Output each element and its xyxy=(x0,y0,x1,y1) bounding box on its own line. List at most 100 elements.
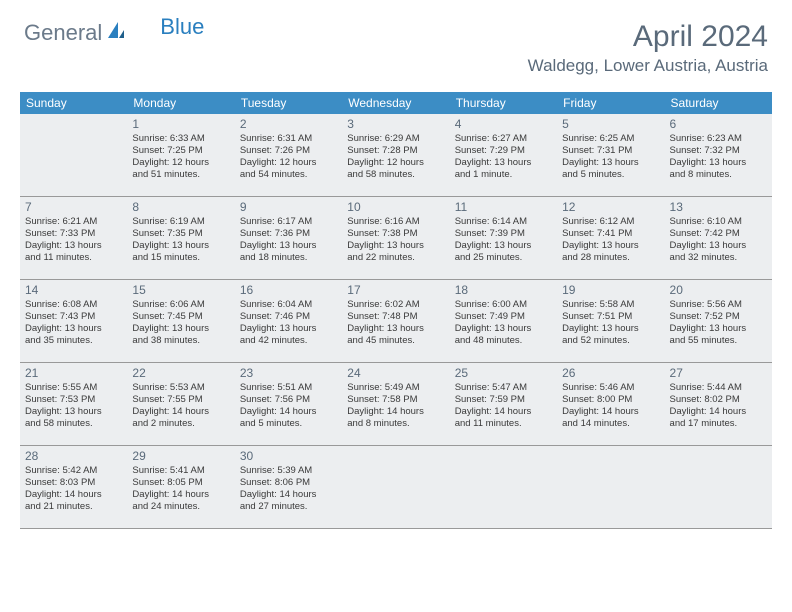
day-cell: 29Sunrise: 5:41 AMSunset: 8:05 PMDayligh… xyxy=(127,446,234,528)
sunrise-text: Sunrise: 5:56 AM xyxy=(670,299,767,311)
sunset-text: Sunset: 8:06 PM xyxy=(240,477,337,489)
dow-cell: Saturday xyxy=(665,92,772,114)
day-number: 16 xyxy=(240,283,337,298)
daylight-text: and 38 minutes. xyxy=(132,335,229,347)
day-number: 23 xyxy=(240,366,337,381)
day-number: 11 xyxy=(455,200,552,215)
day-cell: 26Sunrise: 5:46 AMSunset: 8:00 PMDayligh… xyxy=(557,363,664,445)
day-number: 18 xyxy=(455,283,552,298)
daylight-text: and 8 minutes. xyxy=(347,418,444,430)
daylight-text: and 11 minutes. xyxy=(455,418,552,430)
sunrise-text: Sunrise: 6:31 AM xyxy=(240,133,337,145)
sunset-text: Sunset: 7:59 PM xyxy=(455,394,552,406)
day-cell: 28Sunrise: 5:42 AMSunset: 8:03 PMDayligh… xyxy=(20,446,127,528)
sunrise-text: Sunrise: 6:06 AM xyxy=(132,299,229,311)
sunrise-text: Sunrise: 5:39 AM xyxy=(240,465,337,477)
sunset-text: Sunset: 8:05 PM xyxy=(132,477,229,489)
daylight-text: Daylight: 13 hours xyxy=(670,240,767,252)
sunrise-text: Sunrise: 6:17 AM xyxy=(240,216,337,228)
sunset-text: Sunset: 7:29 PM xyxy=(455,145,552,157)
day-number: 12 xyxy=(562,200,659,215)
day-cell xyxy=(20,114,127,196)
daylight-text: Daylight: 13 hours xyxy=(670,157,767,169)
daylight-text: Daylight: 12 hours xyxy=(240,157,337,169)
day-number: 14 xyxy=(25,283,122,298)
day-cell: 13Sunrise: 6:10 AMSunset: 7:42 PMDayligh… xyxy=(665,197,772,279)
daylight-text: Daylight: 13 hours xyxy=(455,323,552,335)
daylight-text: Daylight: 13 hours xyxy=(562,240,659,252)
sunrise-text: Sunrise: 5:58 AM xyxy=(562,299,659,311)
sunrise-text: Sunrise: 6:27 AM xyxy=(455,133,552,145)
day-number: 4 xyxy=(455,117,552,132)
sunset-text: Sunset: 7:48 PM xyxy=(347,311,444,323)
daylight-text: Daylight: 14 hours xyxy=(240,489,337,501)
day-number: 1 xyxy=(132,117,229,132)
dow-cell: Wednesday xyxy=(342,92,449,114)
sunset-text: Sunset: 7:46 PM xyxy=(240,311,337,323)
sunrise-text: Sunrise: 6:19 AM xyxy=(132,216,229,228)
title-block: April 2024 Waldegg, Lower Austria, Austr… xyxy=(528,20,768,76)
day-number: 30 xyxy=(240,449,337,464)
sunset-text: Sunset: 7:43 PM xyxy=(25,311,122,323)
daylight-text: Daylight: 13 hours xyxy=(347,240,444,252)
sunrise-text: Sunrise: 5:41 AM xyxy=(132,465,229,477)
daylight-text: Daylight: 14 hours xyxy=(25,489,122,501)
daylight-text: and 8 minutes. xyxy=(670,169,767,181)
sunset-text: Sunset: 7:55 PM xyxy=(132,394,229,406)
day-number: 19 xyxy=(562,283,659,298)
daylight-text: and 15 minutes. xyxy=(132,252,229,264)
day-number: 21 xyxy=(25,366,122,381)
daylight-text: and 51 minutes. xyxy=(132,169,229,181)
sunrise-text: Sunrise: 5:51 AM xyxy=(240,382,337,394)
sunset-text: Sunset: 7:58 PM xyxy=(347,394,444,406)
daylight-text: Daylight: 13 hours xyxy=(25,240,122,252)
sunrise-text: Sunrise: 5:47 AM xyxy=(455,382,552,394)
day-number: 6 xyxy=(670,117,767,132)
month-title: April 2024 xyxy=(528,20,768,54)
day-cell: 30Sunrise: 5:39 AMSunset: 8:06 PMDayligh… xyxy=(235,446,342,528)
location-text: Waldegg, Lower Austria, Austria xyxy=(528,56,768,76)
daylight-text: and 18 minutes. xyxy=(240,252,337,264)
daylight-text: Daylight: 13 hours xyxy=(455,157,552,169)
day-number: 5 xyxy=(562,117,659,132)
daylight-text: and 5 minutes. xyxy=(240,418,337,430)
day-number: 13 xyxy=(670,200,767,215)
daylight-text: Daylight: 13 hours xyxy=(240,323,337,335)
sunset-text: Sunset: 7:38 PM xyxy=(347,228,444,240)
day-number: 20 xyxy=(670,283,767,298)
daylight-text: Daylight: 13 hours xyxy=(132,323,229,335)
daylight-text: Daylight: 14 hours xyxy=(240,406,337,418)
dow-cell: Tuesday xyxy=(235,92,342,114)
sunrise-text: Sunrise: 6:23 AM xyxy=(670,133,767,145)
week-row: 1Sunrise: 6:33 AMSunset: 7:25 PMDaylight… xyxy=(20,114,772,197)
daylight-text: Daylight: 14 hours xyxy=(670,406,767,418)
day-cell: 4Sunrise: 6:27 AMSunset: 7:29 PMDaylight… xyxy=(450,114,557,196)
day-cell: 25Sunrise: 5:47 AMSunset: 7:59 PMDayligh… xyxy=(450,363,557,445)
daylight-text: Daylight: 13 hours xyxy=(132,240,229,252)
daylight-text: Daylight: 14 hours xyxy=(132,489,229,501)
daylight-text: Daylight: 13 hours xyxy=(455,240,552,252)
daylight-text: Daylight: 12 hours xyxy=(132,157,229,169)
daylight-text: Daylight: 14 hours xyxy=(132,406,229,418)
sunset-text: Sunset: 7:31 PM xyxy=(562,145,659,157)
daylight-text: and 21 minutes. xyxy=(25,501,122,513)
week-row: 7Sunrise: 6:21 AMSunset: 7:33 PMDaylight… xyxy=(20,197,772,280)
daylight-text: Daylight: 13 hours xyxy=(347,323,444,335)
logo-text-general: General xyxy=(24,20,102,46)
daylight-text: and 32 minutes. xyxy=(670,252,767,264)
sunset-text: Sunset: 8:00 PM xyxy=(562,394,659,406)
sunrise-text: Sunrise: 6:00 AM xyxy=(455,299,552,311)
daylight-text: Daylight: 14 hours xyxy=(347,406,444,418)
day-number: 24 xyxy=(347,366,444,381)
day-cell: 21Sunrise: 5:55 AMSunset: 7:53 PMDayligh… xyxy=(20,363,127,445)
sunset-text: Sunset: 7:35 PM xyxy=(132,228,229,240)
day-of-week-header: SundayMondayTuesdayWednesdayThursdayFrid… xyxy=(20,92,772,114)
sunrise-text: Sunrise: 5:49 AM xyxy=(347,382,444,394)
daylight-text: Daylight: 14 hours xyxy=(455,406,552,418)
daylight-text: Daylight: 12 hours xyxy=(347,157,444,169)
logo: General Blue xyxy=(24,20,204,46)
daylight-text: Daylight: 13 hours xyxy=(562,323,659,335)
sunset-text: Sunset: 8:03 PM xyxy=(25,477,122,489)
day-cell: 16Sunrise: 6:04 AMSunset: 7:46 PMDayligh… xyxy=(235,280,342,362)
day-cell: 8Sunrise: 6:19 AMSunset: 7:35 PMDaylight… xyxy=(127,197,234,279)
